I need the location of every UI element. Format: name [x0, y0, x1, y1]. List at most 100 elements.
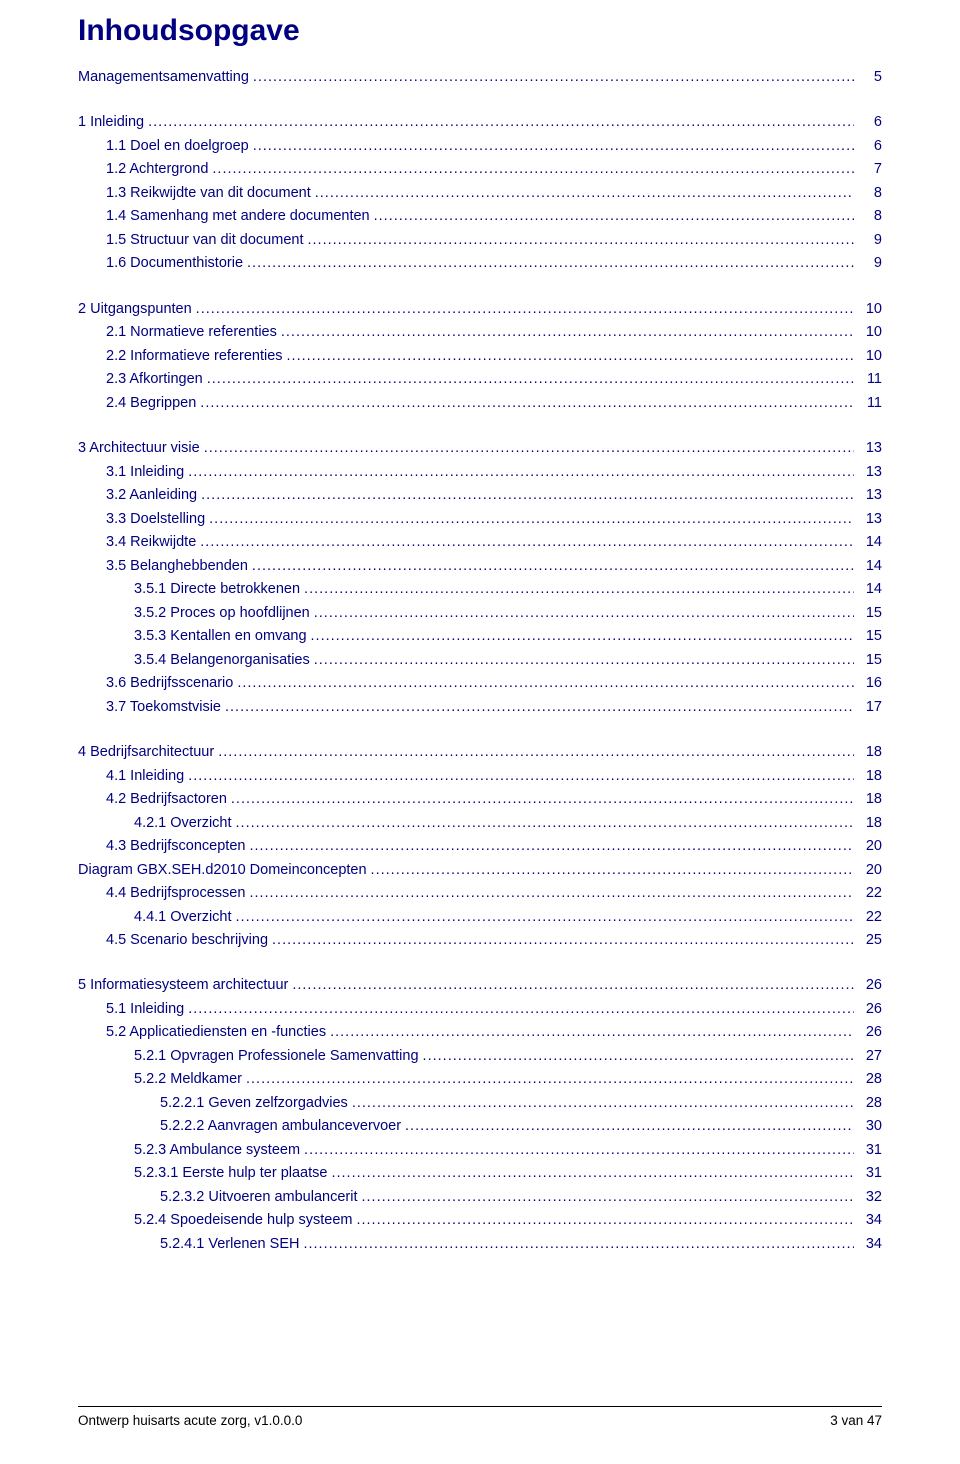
page-title: Inhoudsopgave [78, 14, 882, 48]
toc-entry[interactable]: 3.1 Inleiding13 [78, 461, 882, 484]
toc-entry-page: 9 [858, 252, 882, 275]
toc-entry[interactable]: 5.2.2.2 Aanvragen ambulancevervoer30 [78, 1115, 882, 1138]
toc-leader-dots [204, 437, 854, 460]
toc-entry[interactable]: 3.5 Belanghebbenden14 [78, 555, 882, 578]
toc-entry[interactable]: 5.2.3.2 Uitvoeren ambulancerit32 [78, 1186, 882, 1209]
toc-entry[interactable]: 4.5 Scenario beschrijving25 [78, 929, 882, 952]
toc-leader-dots [212, 158, 854, 181]
toc-entry-label: 1.1 Doel en doelgroep [106, 135, 249, 158]
toc-entry[interactable]: 5.2.2.1 Geven zelfzorgadvies28 [78, 1092, 882, 1115]
toc-entry[interactable]: 5.2.4.1 Verlenen SEH34 [78, 1233, 882, 1256]
toc-entry[interactable]: 4.4.1 Overzicht22 [78, 906, 882, 929]
toc-entry-label: 4.3 Bedrijfsconcepten [106, 835, 245, 858]
toc-entry[interactable]: 5.2.4 Spoedeisende hulp systeem34 [78, 1209, 882, 1232]
toc-leader-dots [356, 1209, 854, 1232]
toc-entry[interactable]: 1.4 Samenhang met andere documenten8 [78, 205, 882, 228]
toc-leader-dots [303, 1233, 854, 1256]
toc-entry[interactable]: 2.3 Afkortingen11 [78, 368, 882, 391]
toc-entry-page: 13 [858, 508, 882, 531]
toc-entry[interactable]: 5.2.1 Opvragen Professionele Samenvattin… [78, 1045, 882, 1068]
toc-entry[interactable]: 1.6 Documenthistorie 9 [78, 252, 882, 275]
toc-entry[interactable]: 5.2.3.1 Eerste hulp ter plaatse31 [78, 1162, 882, 1185]
toc-entry[interactable]: 3.5.2 Proces op hoofdlijnen15 [78, 602, 882, 625]
toc-entry-label: 1.6 Documenthistorie [106, 252, 243, 275]
toc-entry-page: 10 [858, 345, 882, 368]
toc-entry-label: 5.2.2 Meldkamer [134, 1068, 242, 1091]
toc-entry[interactable]: Managementsamenvatting5 [78, 66, 882, 89]
toc-entry[interactable]: 1.2 Achtergrond7 [78, 158, 882, 181]
toc-spacer [78, 415, 882, 437]
toc-leader-dots [272, 929, 854, 952]
toc-entry-page: 13 [858, 484, 882, 507]
toc-leader-dots [209, 508, 854, 531]
toc-entry[interactable]: 1.5 Structuur van dit document9 [78, 229, 882, 252]
toc-leader-dots [200, 392, 854, 415]
toc-entry[interactable]: 2.2 Informatieve referenties10 [78, 345, 882, 368]
toc-entry[interactable]: 3.3 Doelstelling 13 [78, 508, 882, 531]
toc-leader-dots [207, 368, 854, 391]
toc-entry[interactable]: 3.4 Reikwijdte14 [78, 531, 882, 554]
toc-entry-label: 4.4.1 Overzicht [134, 906, 232, 929]
toc-entry-label: Managementsamenvatting [78, 66, 249, 89]
toc-entry-label: 3.7 Toekomstvisie [106, 696, 221, 719]
toc-entry[interactable]: Diagram GBX.SEH.d2010 Domeinconcepten20 [78, 859, 882, 882]
toc-entry-label: 3.5.4 Belangenorganisaties [134, 649, 310, 672]
toc-leader-dots [352, 1092, 854, 1115]
toc-entry[interactable]: 5.1 Inleiding26 [78, 998, 882, 1021]
toc-entry[interactable]: 2.1 Normatieve referenties10 [78, 321, 882, 344]
toc-entry-page: 18 [858, 741, 882, 764]
toc-leader-dots [201, 484, 854, 507]
toc-entry-label: 4 Bedrijfsarchitectuur [78, 741, 214, 764]
toc-entry[interactable]: 1 Inleiding6 [78, 111, 882, 134]
toc-leader-dots [249, 882, 854, 905]
toc-leader-dots [236, 812, 854, 835]
toc-entry-label: 5.2.1 Opvragen Professionele Samenvattin… [134, 1045, 419, 1068]
toc-entry[interactable]: 4.2.1 Overzicht18 [78, 812, 882, 835]
toc-spacer [78, 719, 882, 741]
toc-entry[interactable]: 5.2 Applicatiediensten en -functies26 [78, 1021, 882, 1044]
toc-entry-label: 5.2.3.1 Eerste hulp ter plaatse [134, 1162, 327, 1185]
toc-leader-dots [218, 741, 854, 764]
toc-leader-dots [148, 111, 854, 134]
toc-entry-label: 2 Uitgangspunten [78, 298, 192, 321]
toc-entry-page: 15 [858, 649, 882, 672]
toc-entry[interactable]: 3.5.1 Directe betrokkenen14 [78, 578, 882, 601]
toc-entry-label: 3.3 Doelstelling [106, 508, 205, 531]
toc-entry-page: 28 [858, 1068, 882, 1091]
toc-entry[interactable]: 3 Architectuur visie13 [78, 437, 882, 460]
toc-entry-label: 3.5.1 Directe betrokkenen [134, 578, 300, 601]
toc-entry-label: 1 Inleiding [78, 111, 144, 134]
toc-entry-page: 18 [858, 788, 882, 811]
toc-entry[interactable]: 5.2.3 Ambulance systeem31 [78, 1139, 882, 1162]
toc-entry[interactable]: 1.1 Doel en doelgroep6 [78, 135, 882, 158]
footer-divider [78, 1406, 882, 1407]
toc-entry[interactable]: 4.4 Bedrijfsprocessen22 [78, 882, 882, 905]
toc-entry[interactable]: 2.4 Begrippen11 [78, 392, 882, 415]
page-footer: Ontwerp huisarts acute zorg, v1.0.0.0 3 … [78, 1406, 882, 1428]
toc-leader-dots [423, 1045, 854, 1068]
toc-entry[interactable]: 4.3 Bedrijfsconcepten20 [78, 835, 882, 858]
toc-entry[interactable]: 1.3 Reikwijdte van dit document8 [78, 182, 882, 205]
toc-entry[interactable]: 3.7 Toekomstvisie17 [78, 696, 882, 719]
toc-entry[interactable]: 5 Informatiesysteem architectuur26 [78, 974, 882, 997]
toc-entry-label: 3.2 Aanleiding [106, 484, 197, 507]
table-of-contents: Managementsamenvatting5 1 Inleiding61.1 D… [78, 66, 882, 1256]
toc-entry-label: 5 Informatiesysteem architectuur [78, 974, 288, 997]
toc-spacer [78, 276, 882, 298]
toc-entry[interactable]: 3.5.4 Belangenorganisaties 15 [78, 649, 882, 672]
toc-entry-label: 4.2 Bedrijfsactoren [106, 788, 227, 811]
toc-entry[interactable]: 2 Uitgangspunten10 [78, 298, 882, 321]
toc-entry-page: 13 [858, 437, 882, 460]
footer-right-text: 3 van 47 [830, 1413, 882, 1428]
toc-entry[interactable]: 3.5.3 Kentallen en omvang15 [78, 625, 882, 648]
toc-entry[interactable]: 4.1 Inleiding18 [78, 765, 882, 788]
page: Inhoudsopgave Managementsamenvatting5 1 I… [0, 0, 960, 1464]
toc-entry[interactable]: 3.2 Aanleiding 13 [78, 484, 882, 507]
toc-entry[interactable]: 4 Bedrijfsarchitectuur 18 [78, 741, 882, 764]
toc-entry-page: 32 [858, 1186, 882, 1209]
toc-entry[interactable]: 4.2 Bedrijfsactoren 18 [78, 788, 882, 811]
toc-leader-dots [330, 1021, 854, 1044]
toc-entry[interactable]: 3.6 Bedrijfsscenario16 [78, 672, 882, 695]
toc-leader-dots [314, 649, 854, 672]
toc-entry[interactable]: 5.2.2 Meldkamer 28 [78, 1068, 882, 1091]
